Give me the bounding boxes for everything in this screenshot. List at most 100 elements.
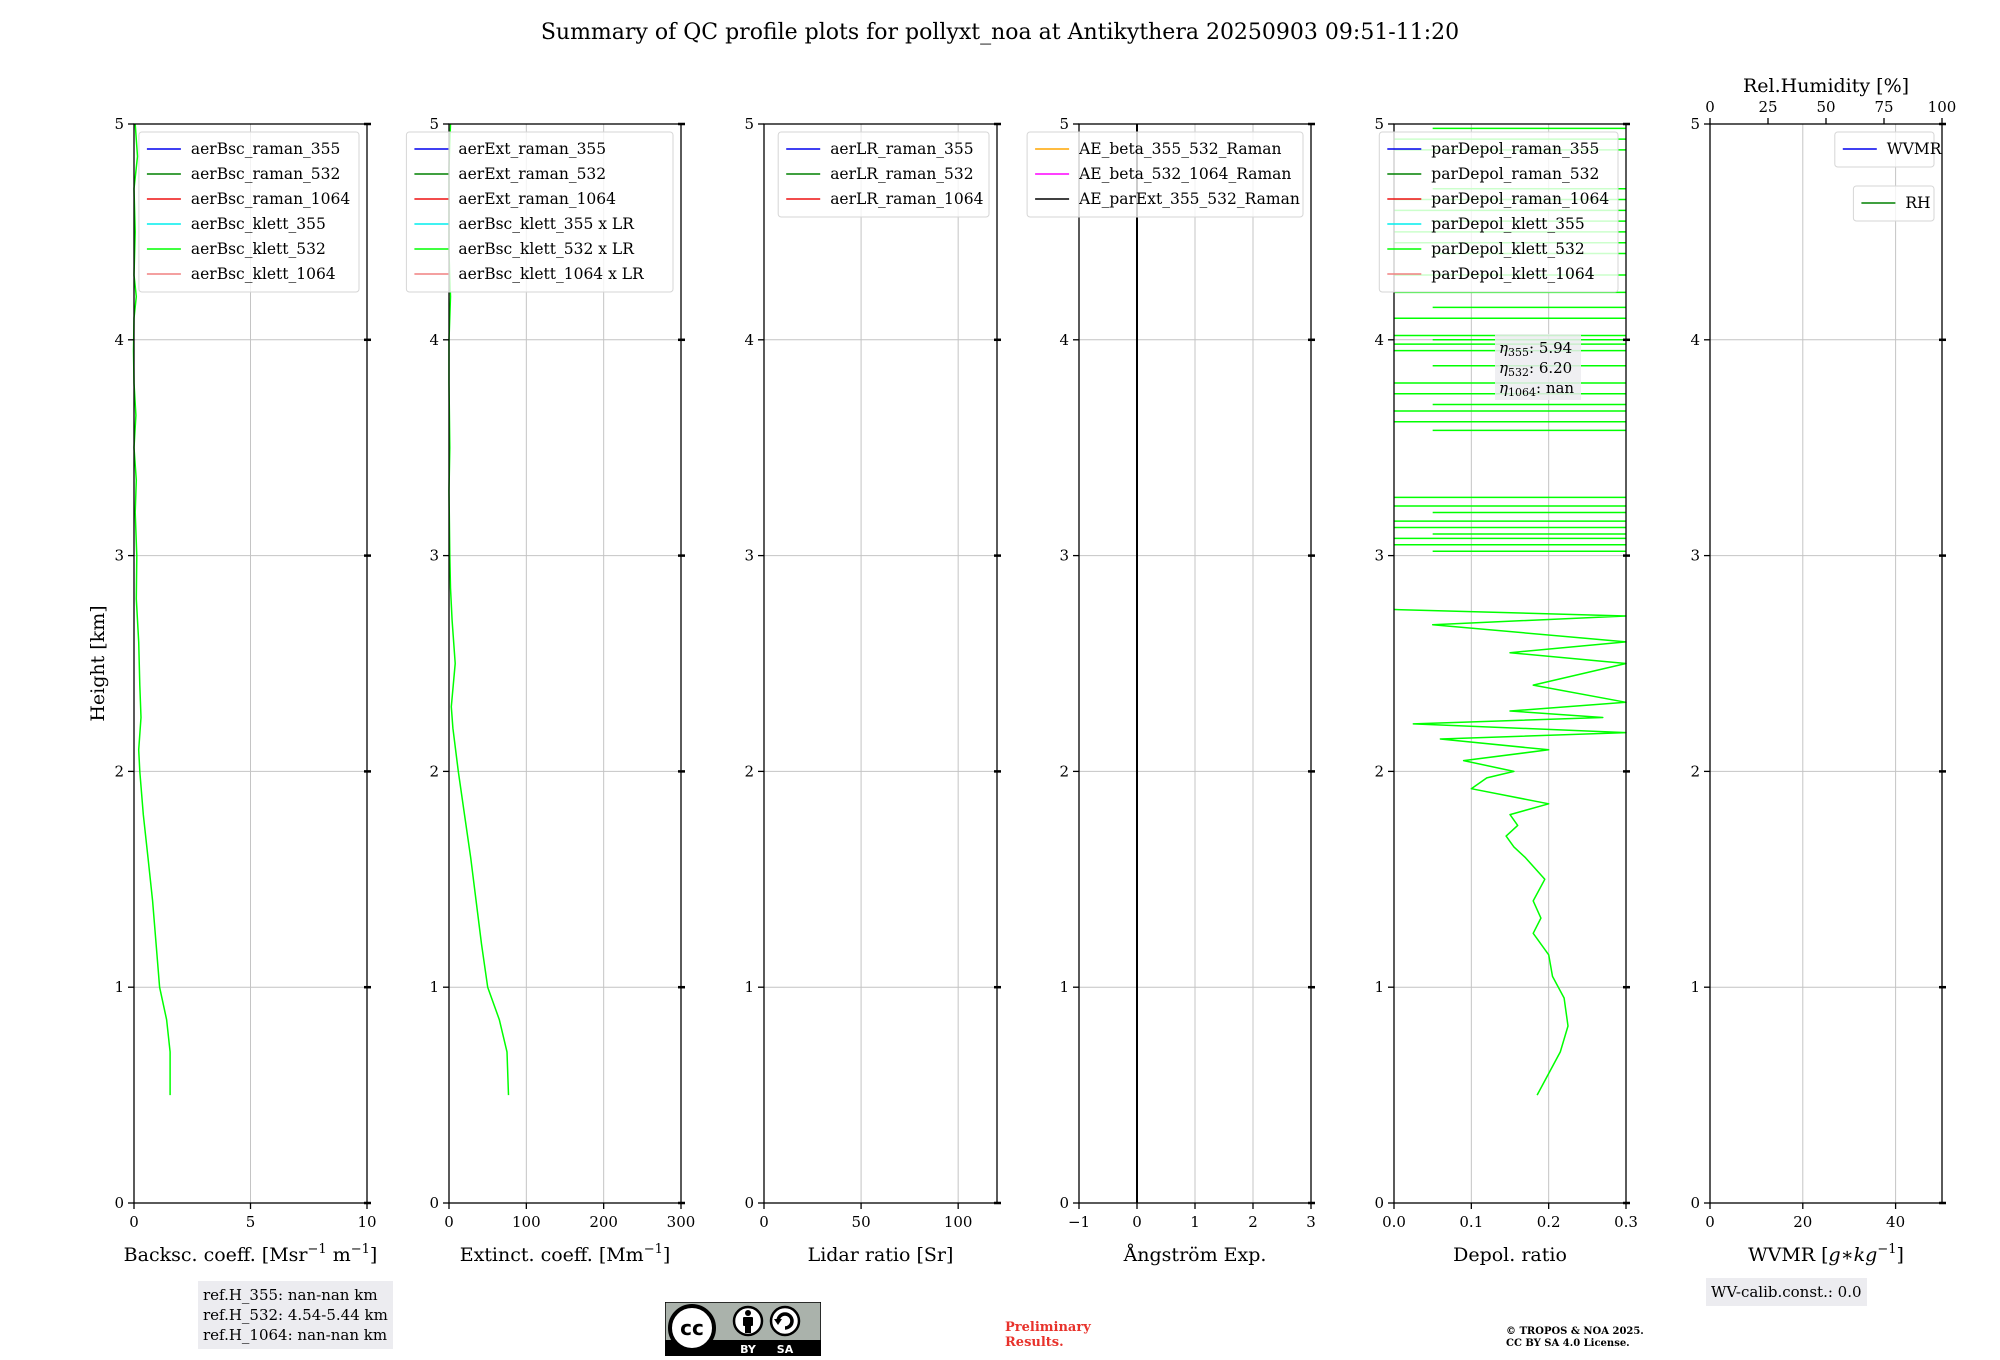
y-tick-label: 5	[1374, 115, 1384, 133]
legend-label: aerLR_raman_532	[830, 165, 973, 183]
y-tick-label: 0	[429, 1194, 439, 1212]
y-tick-label: 1	[744, 978, 754, 996]
series-line-parDepol_klett_532	[1393, 608, 1627, 1096]
x-tick-label: 0	[1705, 1213, 1715, 1231]
y-tick-label: 0	[1690, 1194, 1700, 1212]
legend-label: parDepol_klett_355	[1431, 215, 1584, 233]
legend-label: aerLR_raman_355	[830, 140, 973, 158]
x-axis-label-part: g	[1829, 1244, 1841, 1266]
preliminary-line-2: Results.	[1005, 1335, 1064, 1350]
legend-label: AE_beta_355_532_Raman	[1078, 140, 1281, 158]
y-tick-label: 1	[1059, 978, 1069, 996]
x-tick-label: 3	[1306, 1213, 1316, 1231]
y-tick-label: 5	[1059, 115, 1069, 133]
y-tick-label: 2	[744, 762, 754, 780]
x-axis-label: WVMR [g∗kg−1]	[1748, 1242, 1904, 1266]
axes-frame	[448, 123, 682, 1204]
panel-3: 0 50 100 0 1 2 3 4 5 Lidar ratio [Sr] aerLR_raman_…	[744, 115, 1001, 1266]
x-axis-label-part: −1	[1877, 1242, 1896, 1257]
legend-label: parDepol_raman_532	[1431, 165, 1599, 183]
legend: AE_beta_355_532_Raman AE_beta_532_1064_Ra…	[1026, 131, 1304, 218]
y-tick-label: 1	[1374, 978, 1384, 996]
y-tick-label: 3	[429, 547, 439, 565]
legend-box	[777, 131, 990, 218]
y-tick-label: 5	[114, 115, 124, 133]
x-tick-label: 300	[667, 1213, 696, 1231]
y-tick-label: 4	[744, 331, 754, 349]
legend-box	[1834, 131, 1935, 168]
legend-box	[1026, 131, 1304, 218]
legend-label: AE_parExt_355_532_Raman	[1078, 190, 1300, 208]
ref-height-1064: ref.H_1064: nan-nan km	[203, 1326, 388, 1344]
ref-height-355: ref.H_355: nan-nan km	[203, 1286, 378, 1304]
legend-label: parDepol_raman_1064	[1431, 190, 1609, 208]
cc-logo: cc	[668, 1304, 716, 1352]
eta-subscript: 532	[1508, 366, 1529, 379]
cc-license-badge[interactable]: cc BY SA	[665, 1302, 821, 1356]
by-label: BY	[740, 1343, 757, 1356]
legend-box	[138, 131, 360, 293]
x-tick-label: 0	[1132, 1213, 1142, 1231]
eta-value: : nan	[1536, 379, 1574, 397]
top-x-tick-label: 25	[1758, 98, 1777, 116]
y-tick-label: 5	[744, 115, 754, 133]
panel-2: 0 100 200 300 0 1 2 3 4 5 Extinct. coeff. [Mm−1] ae…	[405, 115, 696, 1266]
x-axis-label-part: −1	[351, 1242, 370, 1257]
x-tick-label: 0.1	[1459, 1213, 1483, 1231]
y-tick-label: 3	[1059, 547, 1069, 565]
x-axis-label: Extinct. coeff. [Mm−1]	[460, 1242, 671, 1266]
x-axis-label-part: kg	[1854, 1244, 1878, 1266]
legend: parDepol_raman_355 parDepol_raman_532 parD…	[1378, 131, 1619, 293]
eta-subscript: 1064	[1508, 386, 1536, 399]
cc-text: cc	[680, 1316, 704, 1340]
x-tick-label: 20	[1793, 1213, 1812, 1231]
preliminary-note: Preliminary Results.	[1005, 1320, 1091, 1350]
y-tick-label: 1	[114, 978, 124, 996]
sa-share-icon	[769, 1305, 801, 1337]
legend-box	[1378, 131, 1619, 293]
eta-value-line: η532: 6.20	[1499, 359, 1572, 379]
x-axis-label-part: Extinct. coeff. [Mm	[460, 1244, 644, 1266]
x-axis-label-part: −1	[644, 1242, 663, 1257]
reference-heights-box: ref.H_355: nan-nan km ref.H_532: 4.54-5.4…	[198, 1281, 393, 1349]
y-tick-label: 1	[429, 978, 439, 996]
legend-label: aerBsc_klett_532 x LR	[458, 240, 635, 258]
legend: aerExt_raman_355 aerExt_raman_532 aerExt_r…	[405, 131, 674, 293]
legend-label: AE_beta_532_1064_Raman	[1078, 165, 1291, 183]
copyright-note: © TROPOS & NOA 2025. CC BY SA 4.0 License…	[1506, 1326, 1644, 1350]
legend-label: parDepol_raman_355	[1431, 140, 1599, 158]
y-tick-label: 5	[1690, 115, 1700, 133]
x-tick-label: 0	[129, 1213, 139, 1231]
x-tick-label: 0	[759, 1213, 769, 1231]
legend-label: aerBsc_klett_1064 x LR	[458, 265, 645, 283]
top-x-tick-label: 100	[1928, 98, 1957, 116]
x-tick-label: 0.3	[1614, 1213, 1638, 1231]
legend-label: aerExt_raman_1064	[458, 190, 616, 208]
sa-label: SA	[777, 1343, 794, 1356]
axes-frame	[1709, 123, 1943, 1204]
x-tick-label: 40	[1886, 1213, 1905, 1231]
y-tick-label: 2	[1059, 762, 1069, 780]
legend-label: aerBsc_raman_355	[191, 140, 341, 158]
y-tick-label: 4	[1059, 331, 1069, 349]
x-tick-label: 1	[1190, 1213, 1200, 1231]
legend-label: aerBsc_klett_355 x LR	[458, 215, 635, 233]
top-x-tick-label: 50	[1816, 98, 1835, 116]
x-tick-label: 200	[589, 1213, 618, 1231]
legend-label: parDepol_klett_532	[1431, 240, 1584, 258]
y-tick-label: 0	[1059, 1194, 1069, 1212]
y-tick-label: 4	[114, 331, 124, 349]
by-person-icon	[732, 1305, 764, 1337]
series-line-aerBsc_klett_532	[132, 123, 171, 1096]
y-tick-label: 2	[114, 762, 124, 780]
top-x-tick-label: 75	[1874, 98, 1893, 116]
legend: WVMR	[1834, 131, 1943, 168]
copyright-line-1: © TROPOS & NOA 2025.	[1506, 1326, 1644, 1337]
legend-label: aerExt_raman_355	[458, 140, 606, 158]
y-tick-label: 2	[1374, 762, 1384, 780]
y-tick-label: 4	[1690, 331, 1700, 349]
legend-label: aerExt_raman_532	[458, 165, 606, 183]
